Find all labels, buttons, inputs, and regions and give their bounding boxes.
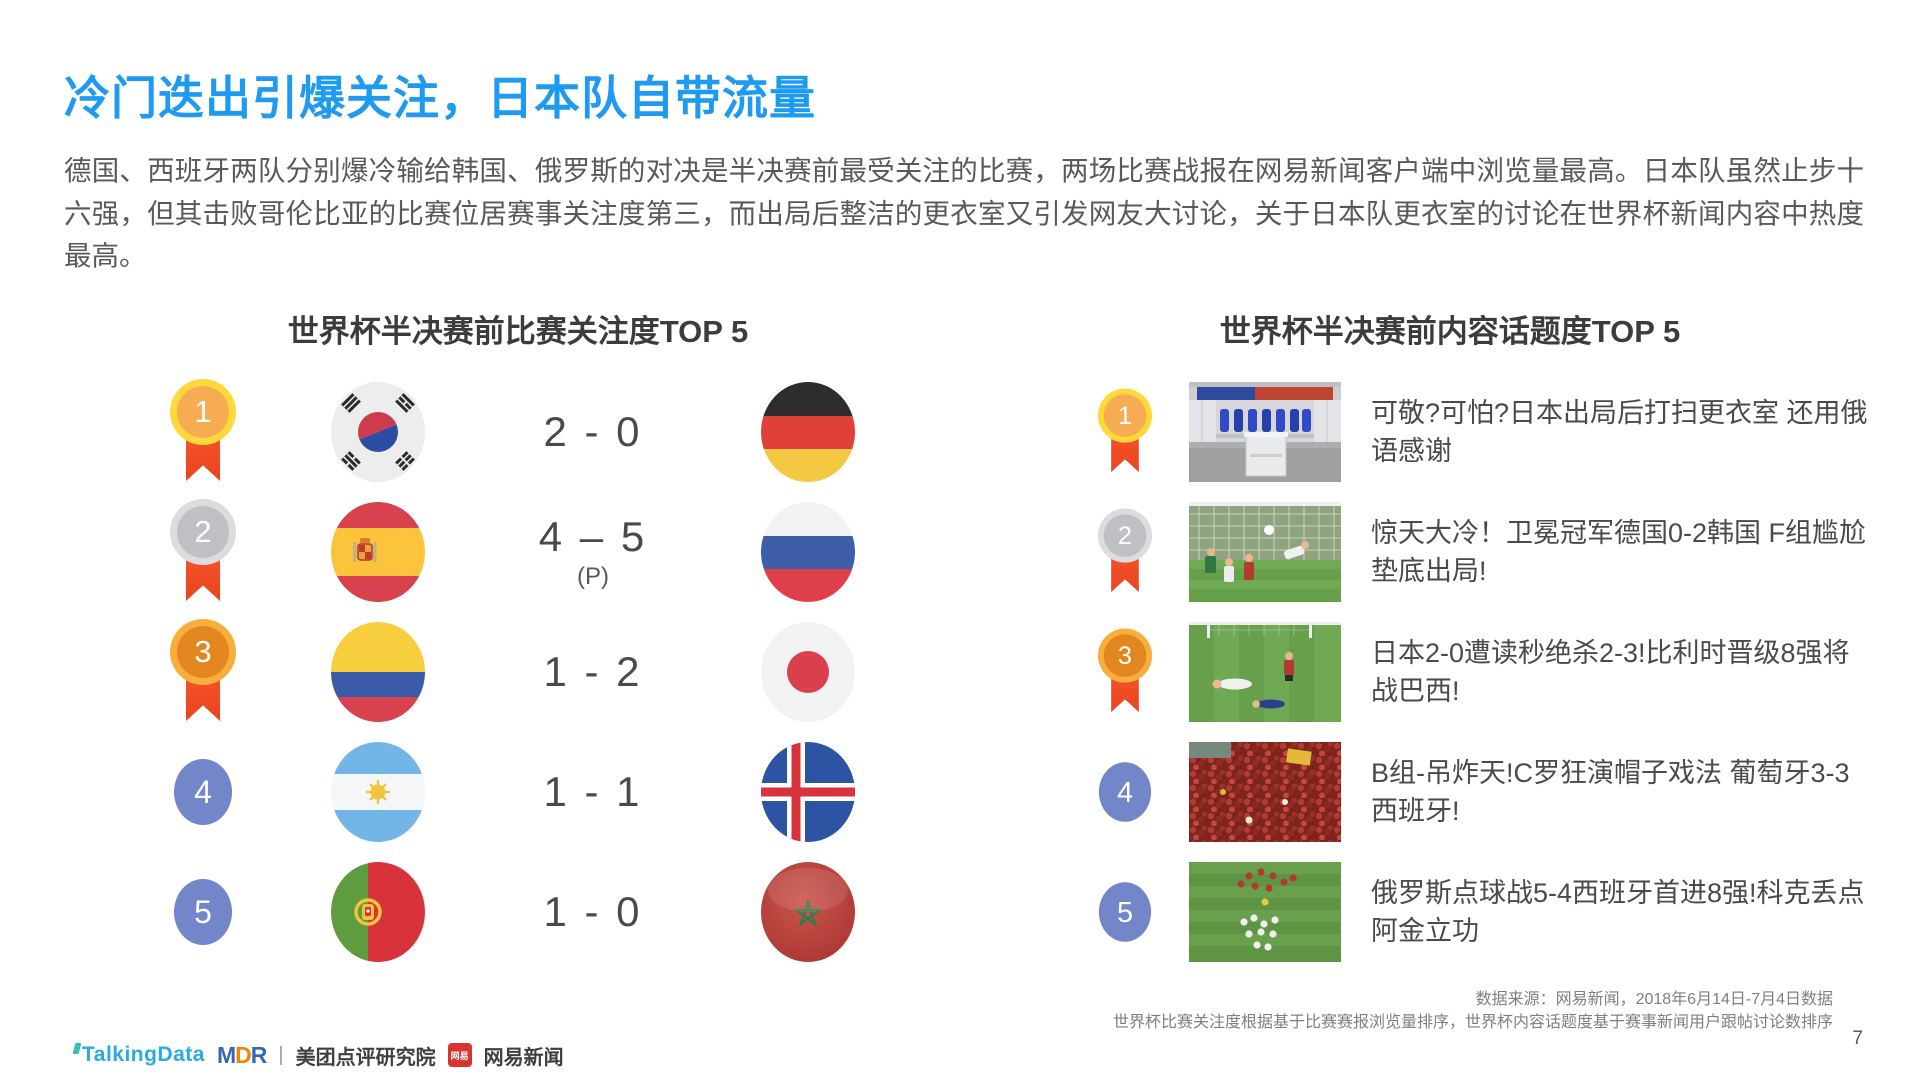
score-value: 4 – 5	[538, 513, 648, 560]
topic-headline: 俄罗斯点球战5-4西班牙首进8强!科克丢点阿金立功	[1371, 877, 1865, 946]
rank-4-badge-icon: 4	[1098, 762, 1152, 822]
match-row-2: 2 4	[128, 492, 908, 612]
match-score: 4 – 5 (P)	[539, 513, 647, 591]
topic-row-4: 4 B组-吊炸天!C罗狂演	[1085, 732, 1895, 852]
score-value: 1 - 1	[543, 768, 643, 815]
rank-2-silver-medal-icon: 2	[1097, 508, 1153, 596]
score-note: (P)	[576, 563, 609, 590]
match-row-5: 5 1 - 0	[128, 852, 908, 972]
red-fans-crowd-photo	[1189, 742, 1341, 842]
talkingdata-tick-icon	[72, 1043, 82, 1055]
south-korea-flag-icon	[331, 382, 425, 482]
match-row-4: 4 1 - 1	[128, 732, 908, 852]
germany-korea-goal-photo	[1189, 502, 1341, 602]
rank-number: 1	[1103, 394, 1147, 437]
japan-flag-icon	[761, 622, 855, 722]
page-title: 冷门迭出引爆关注，日本队自带流量	[64, 72, 816, 124]
rank-1-gold-medal-icon: 1	[169, 379, 237, 485]
iceland-flag-icon	[761, 742, 855, 842]
topic-row-5: 5 俄罗斯点球战5-4西班牙首进	[1085, 852, 1895, 972]
topic-headline: 惊天大冷！卫冕冠军德国0-2韩国 F组尴尬垫底出局!	[1371, 517, 1867, 586]
portugal-flag-icon	[331, 862, 425, 962]
rank-number: 2	[177, 506, 229, 558]
rank-number: 1	[177, 386, 229, 438]
logo-separator: |	[278, 1043, 284, 1066]
russia-flag-icon	[761, 502, 855, 602]
score-value: 2 - 0	[543, 408, 643, 455]
rank-2-silver-medal-icon: 2	[169, 499, 237, 605]
topic-ranking-list: 1	[1085, 372, 1895, 972]
topic-headline: 可敬?可怕?日本出局后打扫更衣室 还用俄语感谢	[1371, 397, 1868, 466]
match-row-1: 1	[128, 372, 908, 492]
spain-flag-icon	[331, 502, 425, 602]
rank-3-bronze-medal-icon: 3	[169, 619, 237, 725]
match-ranking-title: 世界杯半决赛前比赛关注度TOP 5	[287, 314, 749, 349]
meituan-dianping-institute-wordmark: 美团点评研究院	[295, 1046, 436, 1069]
data-source-note: 数据来源：网易新闻，2018年6月14日-7月4日数据 世界杯比赛关注度根据基于…	[1113, 988, 1833, 1034]
talkingdata-logo: TalkingData	[72, 1043, 205, 1067]
source-line-1: 数据来源：网易新闻，2018年6月14日-7月4日数据	[1475, 991, 1833, 1008]
rank-5-badge-icon: 5	[174, 879, 232, 945]
rank-number: 3	[177, 626, 229, 678]
morocco-flag-icon	[761, 862, 855, 962]
match-row-3: 3 1 - 2	[128, 612, 908, 732]
argentina-flag-icon	[331, 742, 425, 842]
rank-number: 2	[1103, 514, 1147, 557]
page-number: 7	[1852, 1028, 1863, 1049]
talkingdata-wordmark: TalkingData	[82, 1043, 205, 1067]
russia-celebration-photo	[1189, 862, 1341, 962]
rank-3-bronze-medal-icon: 3	[1097, 628, 1153, 716]
topic-headline: 日本2-0遭读秒绝杀2-3!比利时晋级8强将战巴西!	[1371, 637, 1850, 706]
japan-locker-room-photo	[1189, 382, 1341, 482]
match-score: 1 - 1	[543, 768, 642, 816]
colombia-flag-icon	[331, 622, 425, 722]
mdr-logo: MDR	[216, 1041, 267, 1068]
netease-news-wordmark: 网易新闻	[483, 1046, 564, 1069]
match-score: 1 - 2	[543, 648, 642, 696]
intro-paragraph: 德国、西班牙两队分别爆冷输给韩国、俄罗斯的对决是半决赛前最受关注的比赛，两场比赛…	[64, 155, 1864, 272]
match-score: 1 - 0	[543, 888, 642, 936]
score-value: 1 - 0	[543, 888, 643, 935]
rank-5-badge-icon: 5	[1098, 882, 1152, 942]
rank-4-badge-icon: 4	[174, 759, 232, 825]
match-ranking-list: 1	[128, 372, 908, 972]
topic-ranking-title: 世界杯半决赛前内容话题度TOP 5	[1219, 314, 1681, 349]
netease-app-icon: 网易	[447, 1043, 472, 1067]
topic-row-1: 1	[1085, 372, 1895, 492]
germany-flag-icon	[761, 382, 855, 482]
rank-1-gold-medal-icon: 1	[1097, 388, 1153, 476]
rank-number: 3	[1103, 634, 1147, 677]
match-score: 2 - 0	[543, 408, 642, 456]
topic-headline: B组-吊炸天!C罗狂演帽子戏法 葡萄牙3-3西班牙!	[1371, 757, 1850, 826]
topic-row-3: 3	[1085, 612, 1895, 732]
topic-row-2: 2 惊天大冷	[1085, 492, 1895, 612]
japan-belgium-pitch-photo	[1189, 622, 1341, 722]
footer-logos: TalkingData MDR | 美团点评研究院 网易 网易新闻	[72, 1040, 564, 1070]
source-line-2: 世界杯比赛关注度根据基于比赛赛报浏览量排序，世界杯内容话题度基于赛事新闻用户跟帖…	[1112, 1014, 1833, 1032]
score-value: 1 - 2	[543, 648, 643, 695]
